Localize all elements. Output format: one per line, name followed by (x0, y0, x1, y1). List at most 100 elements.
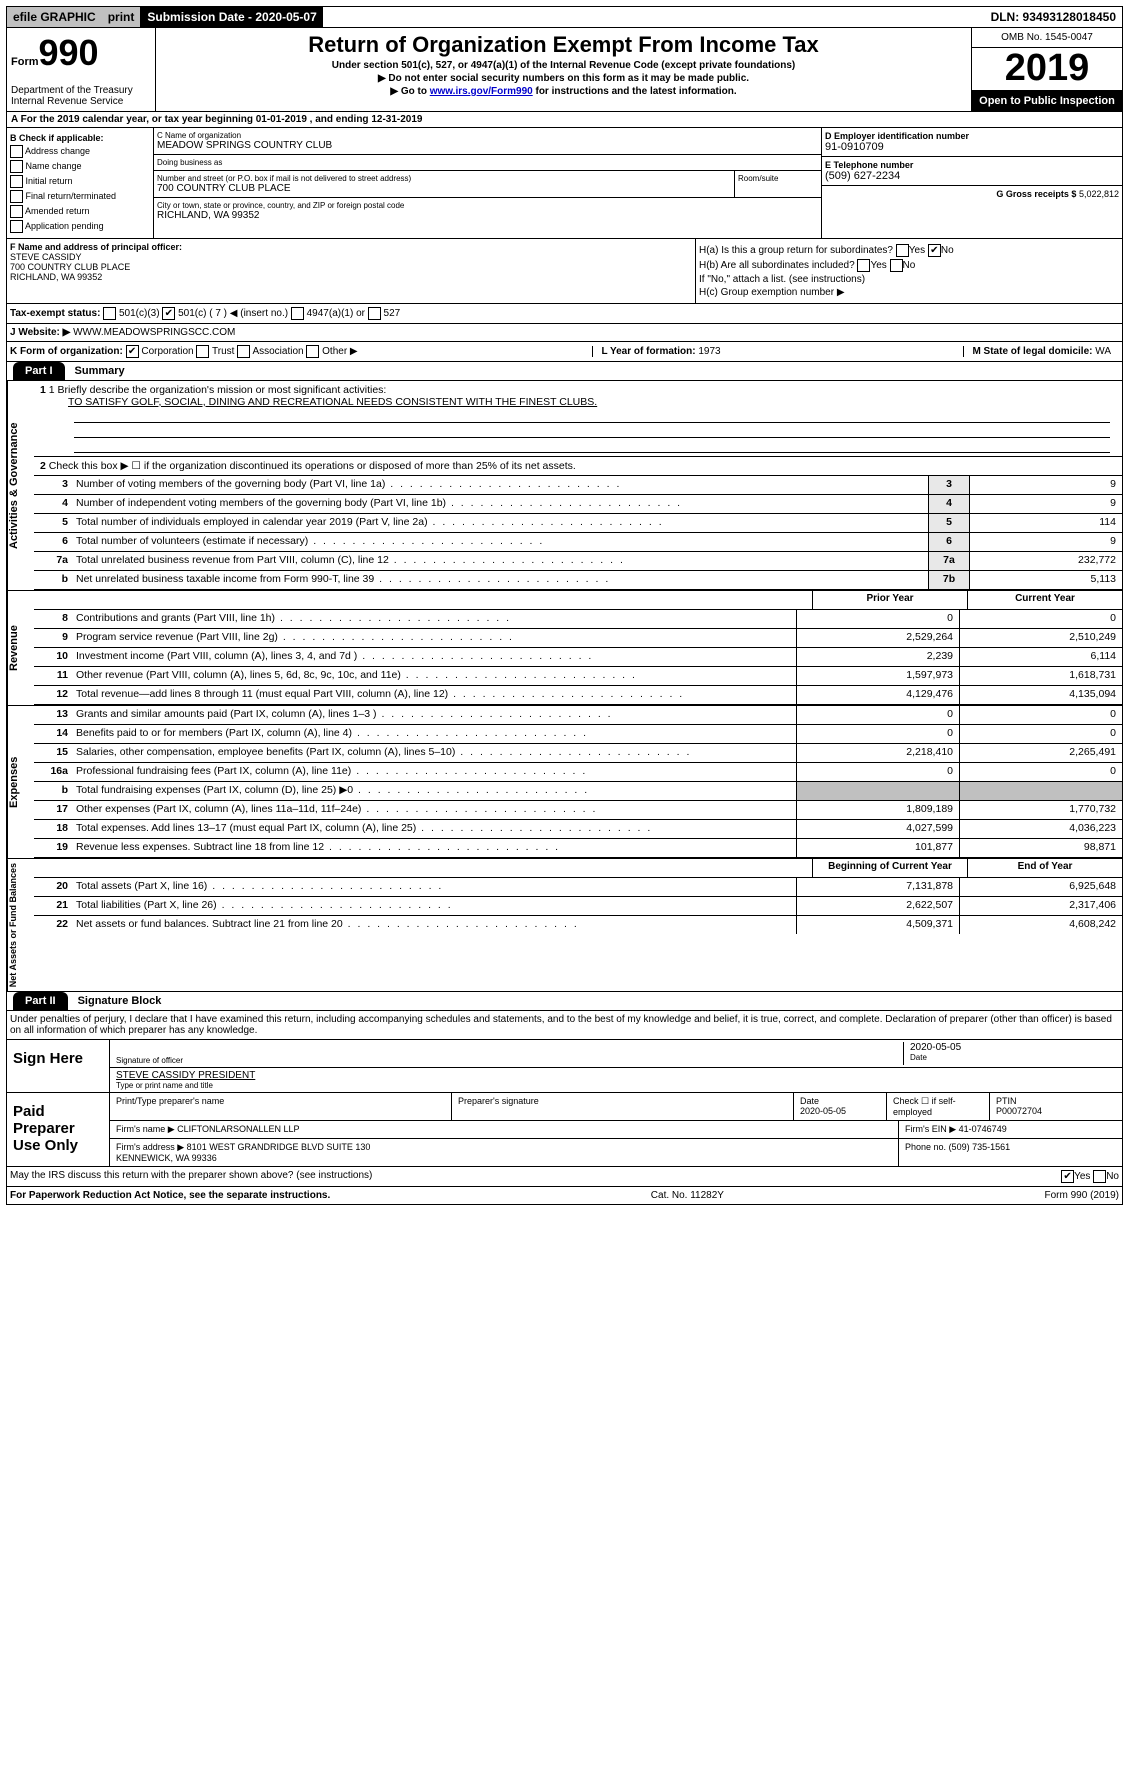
chk-527[interactable] (368, 307, 381, 320)
firm-ein-label: Firm's EIN ▶ (905, 1124, 956, 1134)
city-label: City or town, state or province, country… (157, 201, 818, 210)
line-desc: Total unrelated business revenue from Pa… (72, 552, 928, 570)
form-label: Form (11, 56, 39, 68)
year-formation: 1973 (698, 346, 720, 357)
print-button[interactable]: print (102, 7, 142, 27)
chk-address-change[interactable]: Address change (10, 145, 150, 158)
line-desc: Other revenue (Part VIII, column (A), li… (72, 667, 796, 685)
data-row: 12 Total revenue—add lines 8 through 11 … (34, 685, 1122, 704)
chk-other[interactable] (306, 345, 319, 358)
line-num: 21 (34, 897, 72, 915)
chk-app-pending[interactable]: Application pending (10, 220, 150, 233)
prior-value: 0 (796, 725, 959, 743)
prior-value: 2,529,264 (796, 629, 959, 647)
line-num: b (34, 571, 72, 589)
prep-date: 2020-05-05 (800, 1106, 846, 1116)
sig-officer-label: Signature of officer (116, 1056, 903, 1065)
current-value: 6,114 (959, 648, 1122, 666)
year-formation-label: L Year of formation: (601, 346, 695, 357)
line-cell-num: 6 (928, 533, 969, 551)
chk-name-change[interactable]: Name change (10, 160, 150, 173)
row-a-period: A For the 2019 calendar year, or tax yea… (6, 112, 1123, 128)
prior-value: 2,239 (796, 648, 959, 666)
end-year-hdr: End of Year (967, 859, 1122, 877)
row-j-website: J Website: ▶ WWW.MEADOWSPRINGSCC.COM (6, 324, 1123, 342)
prior-current-header: Prior Year Current Year (34, 591, 1122, 609)
chk-4947[interactable] (291, 307, 304, 320)
firm-phone-label: Phone no. (905, 1142, 946, 1152)
data-row: 19 Revenue less expenses. Subtract line … (34, 838, 1122, 857)
goto-pre: ▶ Go to (390, 86, 429, 97)
addr-label: Number and street (or P.O. box if mail i… (157, 174, 731, 183)
data-row: 18 Total expenses. Add lines 13–17 (must… (34, 819, 1122, 838)
part2-tab: Part II (13, 992, 68, 1010)
sign-date: 2020-05-05 (910, 1042, 1110, 1053)
line-num: 3 (34, 476, 72, 494)
website-label: J Website: ▶ (10, 327, 70, 338)
prep-date-label: Date (800, 1096, 819, 1106)
line1-mission: 1 1 Briefly describe the organization's … (34, 381, 1122, 456)
hc-exemption: H(c) Group exemption number ▶ (699, 287, 1119, 298)
website-value: WWW.MEADOWSPRINGSCC.COM (73, 327, 235, 338)
line-num: 5 (34, 514, 72, 532)
page-footer: For Paperwork Reduction Act Notice, see … (6, 1187, 1123, 1205)
firm-addr-label: Firm's address ▶ (116, 1142, 184, 1152)
sign-here-label: Sign Here (7, 1040, 110, 1092)
current-value: 98,871 (959, 839, 1122, 857)
current-value: 2,265,491 (959, 744, 1122, 762)
discuss-yes-chk[interactable]: ✔ (1061, 1170, 1074, 1183)
line-desc: Salaries, other compensation, employee b… (72, 744, 796, 762)
printed-name: STEVE CASSIDY PRESIDENT (116, 1070, 1116, 1081)
prior-value (796, 782, 959, 800)
prior-value: 4,509,371 (796, 916, 959, 934)
chk-501c[interactable]: ✔ (162, 307, 175, 320)
line-num: 13 (34, 706, 72, 724)
data-row: 10 Investment income (Part VIII, column … (34, 647, 1122, 666)
line-desc: Total revenue—add lines 8 through 11 (mu… (72, 686, 796, 704)
line-desc: Net assets or fund balances. Subtract li… (72, 916, 796, 934)
penalties-text: Under penalties of perjury, I declare th… (6, 1011, 1123, 1040)
form-title: Return of Organization Exempt From Incom… (160, 32, 967, 58)
line2-checkbox: 2 Check this box ▶ ☐ if the organization… (34, 456, 1122, 475)
line-desc: Program service revenue (Part VIII, line… (72, 629, 796, 647)
side-revenue: Revenue (7, 591, 34, 705)
col-c-org-name: C Name of organization MEADOW SPRINGS CO… (154, 128, 822, 238)
current-value: 2,510,249 (959, 629, 1122, 647)
submission-date: Submission Date - 2020-05-07 (141, 7, 322, 27)
line-num: 16a (34, 763, 72, 781)
line-value: 232,772 (969, 552, 1122, 570)
row-k-form-org: K Form of organization: ✔ Corporation Tr… (6, 342, 1123, 362)
prior-value: 101,877 (796, 839, 959, 857)
chk-association[interactable] (237, 345, 250, 358)
part1-body: Activities & Governance 1 1 Briefly desc… (6, 381, 1123, 591)
entity-section: B Check if applicable: Address change Na… (6, 128, 1123, 239)
hb-subordinates: H(b) Are all subordinates included? Yes … (699, 259, 1119, 272)
line-desc: Benefits paid to or for members (Part IX… (72, 725, 796, 743)
line-num: 14 (34, 725, 72, 743)
row-i-tax-status: Tax-exempt status: 501(c)(3) ✔ 501(c) ( … (6, 304, 1123, 324)
line-num: 10 (34, 648, 72, 666)
state-domicile-label: M State of legal domicile: (972, 346, 1092, 357)
irs-link[interactable]: www.irs.gov/Form990 (430, 86, 533, 97)
line-num: 6 (34, 533, 72, 551)
line-num: 8 (34, 610, 72, 628)
firm-ein: 41-0746749 (959, 1124, 1007, 1134)
line-desc: Total assets (Part X, line 16) (72, 878, 796, 896)
room-suite-label: Room/suite (735, 171, 821, 198)
chk-corporation[interactable]: ✔ (126, 345, 139, 358)
line-desc: Number of independent voting members of … (72, 495, 928, 513)
note-ssn: ▶ Do not enter social security numbers o… (160, 73, 967, 84)
chk-trust[interactable] (196, 345, 209, 358)
officer-label: F Name and address of principal officer: (10, 242, 692, 252)
chk-501c3[interactable] (103, 307, 116, 320)
line-value: 5,113 (969, 571, 1122, 589)
prep-self-employed: Check ☐ if self-employed (887, 1093, 990, 1120)
chk-initial-return[interactable]: Initial return (10, 175, 150, 188)
chk-amended[interactable]: Amended return (10, 205, 150, 218)
current-value: 4,608,242 (959, 916, 1122, 934)
ein-label: D Employer identification number (825, 131, 1119, 141)
chk-final-return[interactable]: Final return/terminated (10, 190, 150, 203)
discuss-no-chk[interactable] (1093, 1170, 1106, 1183)
part1-header: Part I Summary (6, 362, 1123, 381)
line-desc: Total expenses. Add lines 13–17 (must eq… (72, 820, 796, 838)
